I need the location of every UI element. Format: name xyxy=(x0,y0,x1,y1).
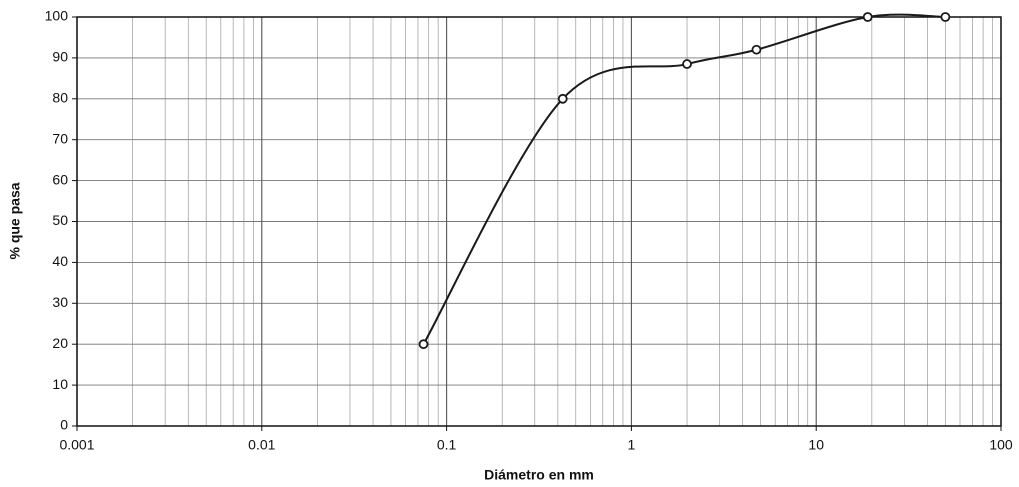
plot-frame xyxy=(76,16,1002,427)
x-axis-title: Diámetro en mm xyxy=(484,467,594,483)
point xyxy=(940,12,951,22)
point xyxy=(862,12,873,22)
x-tick-label: 0.01 xyxy=(248,437,275,453)
x-tick-label: 0.1 xyxy=(437,437,457,453)
y-tick-label: 40 xyxy=(52,253,68,269)
point xyxy=(682,59,692,69)
x-tick-label: 0.001 xyxy=(59,437,94,453)
y-tick-label: 90 xyxy=(52,49,68,65)
y-axis-title: % que pasa xyxy=(7,182,23,259)
y-tick-label: 20 xyxy=(52,335,68,351)
x-tick-label: 10 xyxy=(808,437,824,453)
y-tick-label: 50 xyxy=(52,212,68,228)
point xyxy=(557,93,568,104)
point xyxy=(751,44,762,55)
point xyxy=(418,339,429,350)
y-tick-label: 100 xyxy=(45,8,69,24)
y-tick-label: 80 xyxy=(52,90,68,106)
x-tick-label: 100 xyxy=(989,437,1013,453)
y-tick-label: 60 xyxy=(52,171,68,187)
y-tick-label: 0 xyxy=(60,417,68,433)
y-tick-label: 10 xyxy=(52,376,68,392)
y-tick-label: 30 xyxy=(52,294,68,310)
x-tick-label: 1 xyxy=(628,437,636,453)
y-tick-label: 70 xyxy=(52,130,68,146)
